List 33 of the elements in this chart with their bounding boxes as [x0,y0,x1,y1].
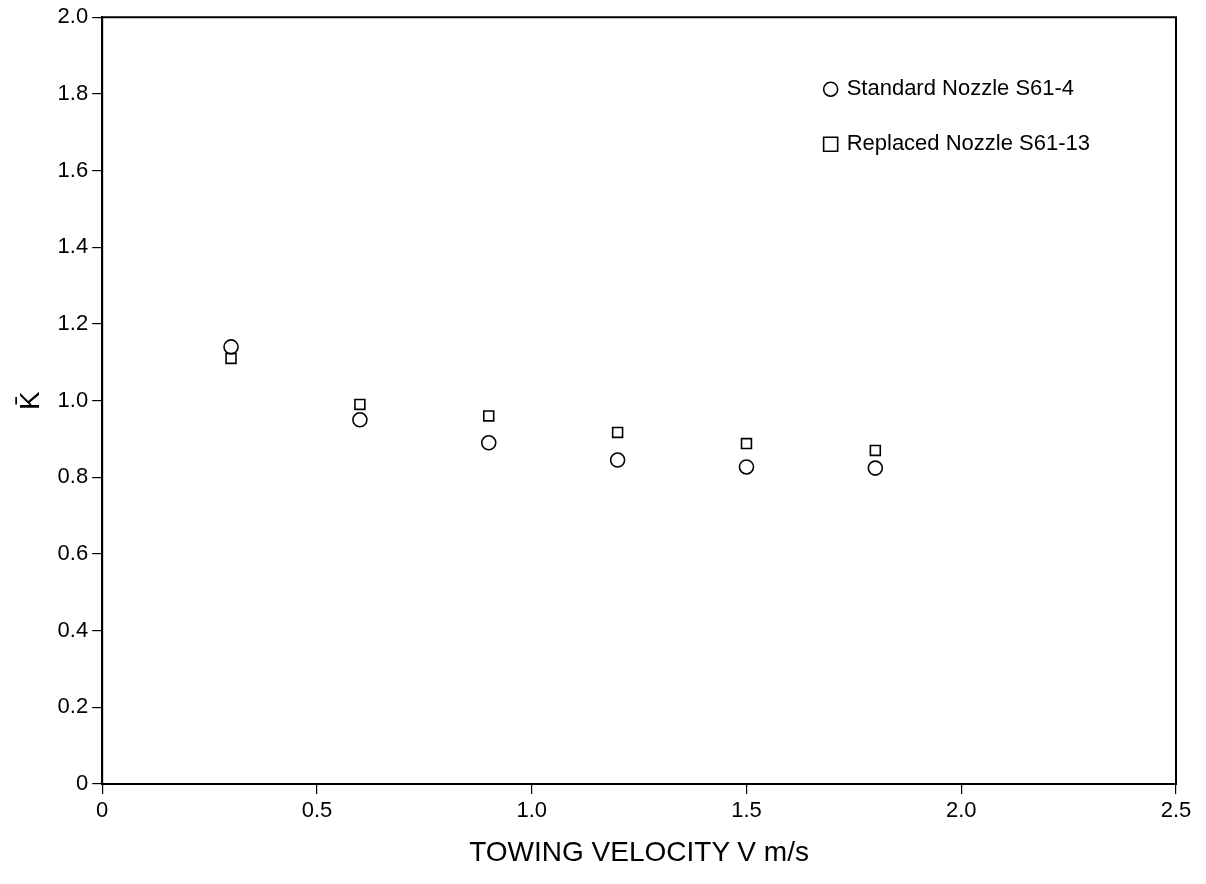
x-axis-title: TOWING VELOCITY V m/s [469,835,809,867]
x-tick-label: 1.5 [731,797,762,823]
point [740,437,753,450]
y-axis-title: K̄ [13,390,45,410]
y-tick-label: 0.4 [57,616,89,642]
point [483,410,495,422]
y-tick-label: 1.0 [57,386,89,412]
point [352,411,368,428]
y-tick-label: 1.2 [57,309,89,335]
y-tick-label: 2.0 [57,3,89,29]
x-tick-label: 0 [96,797,109,823]
point [609,452,626,468]
y-tick-label: 1.4 [57,233,89,259]
y-tick-label: 0.8 [57,463,89,489]
legend-label: Standard Nozzle S61-4 [846,75,1075,101]
x-tick-label: 1.0 [516,797,548,823]
x-tick-label: 2.5 [1160,797,1192,823]
legend-label: Replaced Nozzle S61-13 [846,130,1091,156]
point [611,426,624,439]
point [869,444,882,457]
point [738,459,755,475]
y-tick-label: 0 [75,770,89,796]
point [223,339,239,355]
point [480,434,497,451]
point [867,460,884,476]
point [225,352,237,365]
y-tick-label: 1.6 [57,156,89,182]
point [354,398,366,411]
x-tick-label: 0.5 [301,797,333,823]
x-tick-label: 2.0 [945,797,977,823]
y-tick-label: 1.8 [57,79,89,105]
y-tick-label: 0.2 [57,693,89,719]
y-tick-label: 0.6 [57,540,89,566]
